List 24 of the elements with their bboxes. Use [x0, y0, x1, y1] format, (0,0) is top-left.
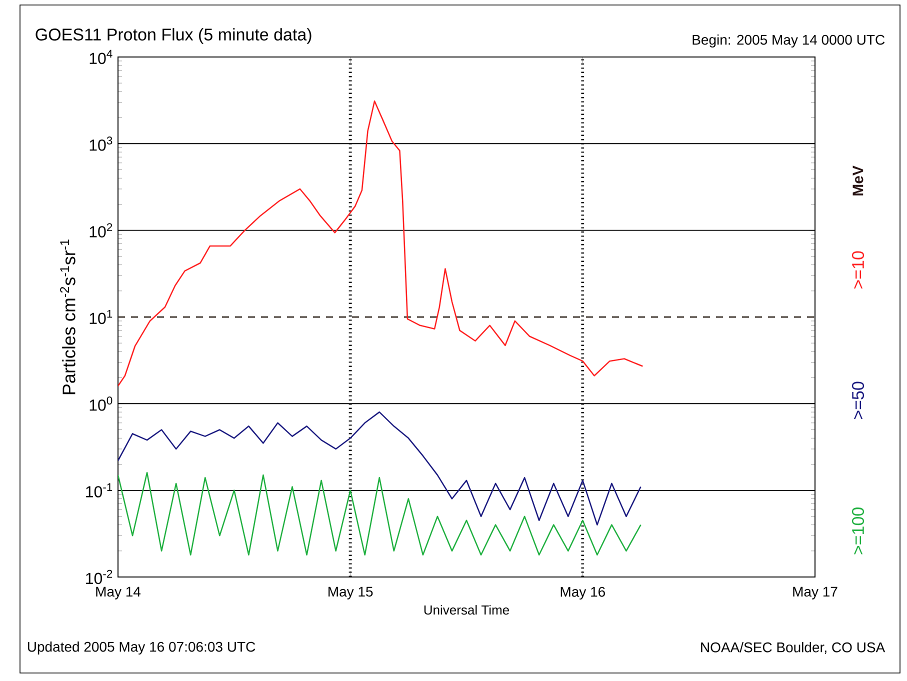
y-tick-label: 10$^{-1}$: [86, 483, 112, 498]
text: >=10: [852, 251, 864, 289]
text: >=100: [852, 508, 864, 554]
chart-subtitle: Begin: 2005 May 14 0000 UTC: [692, 34, 885, 48]
y-tick-label: 10$^{0}$: [90, 396, 112, 411]
x-tick-label: May 16: [560, 586, 605, 600]
x-axis-title: Universal Time: [424, 605, 510, 615]
y-tick-label: 10$^{4}$: [90, 50, 112, 64]
y-tick-label: 10$^{-2}$: [86, 570, 112, 584]
chart-title: GOES11 Proton Flux (5 minute data): [36, 28, 312, 44]
line-series: [118, 411, 642, 526]
text: >=50: [852, 382, 864, 420]
x-tick-label: May 15: [328, 586, 373, 600]
text: Updated 2005 May 16 07:06:03 UTC: [28, 641, 256, 655]
text: NOAA/SEC Boulder, CO USA: [701, 642, 886, 654]
y-tick-label: 10$^{2}$: [90, 223, 112, 238]
x-tick-label: May 17: [793, 586, 838, 600]
y-tick-label: 10$^{3}$: [90, 136, 112, 151]
y-axis-title: Particles cm$^{-2}$s$^{-1}$sr$^{-1}$: [60, 240, 76, 394]
y-tick-label: 10$^{1}$: [90, 310, 112, 324]
x-tick-label: May 14: [96, 586, 141, 600]
line-series: [118, 100, 644, 387]
line-series: [118, 472, 642, 556]
legend-title: MeV: [852, 166, 864, 196]
